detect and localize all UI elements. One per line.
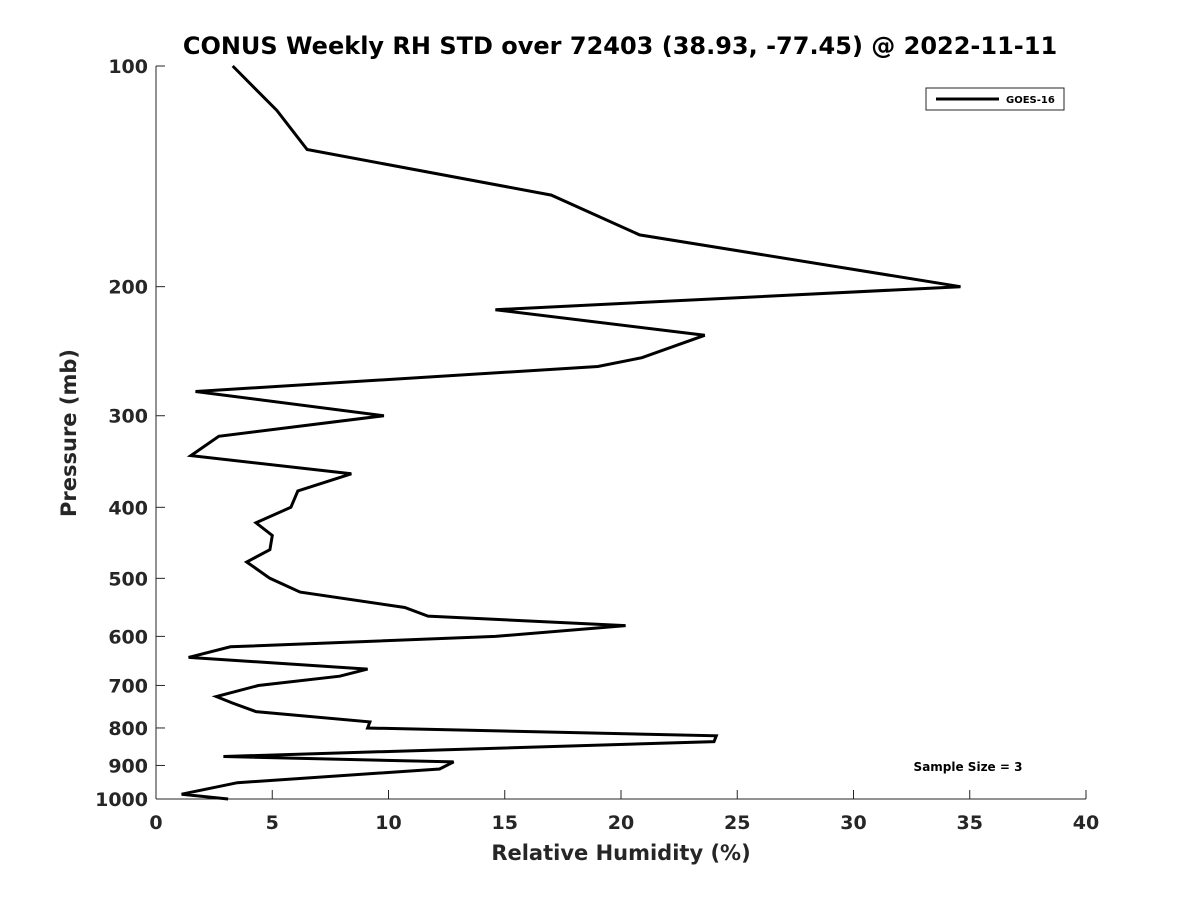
x-tick-label: 20 bbox=[608, 812, 634, 834]
x-tick-label: 0 bbox=[149, 812, 162, 834]
y-tick-label: 700 bbox=[108, 675, 148, 697]
legend-label-goes-16: GOES-16 bbox=[1006, 95, 1055, 106]
x-tick-label: 40 bbox=[1073, 812, 1099, 834]
x-tick-label: 35 bbox=[957, 812, 983, 834]
legend: GOES-16 bbox=[925, 87, 1065, 111]
x-tick-label: 15 bbox=[492, 812, 518, 834]
x-tick-label: 30 bbox=[840, 812, 866, 834]
x-tick-label: 25 bbox=[724, 812, 750, 834]
y-tick-label: 900 bbox=[108, 755, 148, 777]
y-axis-label: Pressure (mb) bbox=[57, 349, 81, 517]
y-tick-label: 400 bbox=[108, 497, 148, 519]
x-tick-label: 10 bbox=[375, 812, 401, 834]
y-tick-label: 200 bbox=[108, 277, 148, 299]
chart-title: CONUS Weekly RH STD over 72403 (38.93, -… bbox=[183, 32, 1057, 60]
plot-frame bbox=[156, 66, 1086, 799]
x-axis-label: Relative Humidity (%) bbox=[491, 841, 750, 865]
y-tick-label: 300 bbox=[108, 406, 148, 428]
y-tick-label: 100 bbox=[108, 56, 148, 78]
y-axis-ticks: 100 200 300 400 500 600 700 800 900 1000 bbox=[95, 56, 165, 811]
series-line-goes-16 bbox=[181, 64, 961, 801]
x-axis-ticks: 0 5 10 15 20 25 30 35 40 bbox=[149, 790, 1099, 834]
y-tick-label: 800 bbox=[108, 718, 148, 740]
x-tick-label: 5 bbox=[266, 812, 279, 834]
sample-size-annotation: Sample Size = 3 bbox=[914, 760, 1023, 774]
y-tick-label: 500 bbox=[108, 568, 148, 590]
y-tick-label: 1000 bbox=[95, 789, 148, 811]
y-tick-label: 600 bbox=[108, 626, 148, 648]
